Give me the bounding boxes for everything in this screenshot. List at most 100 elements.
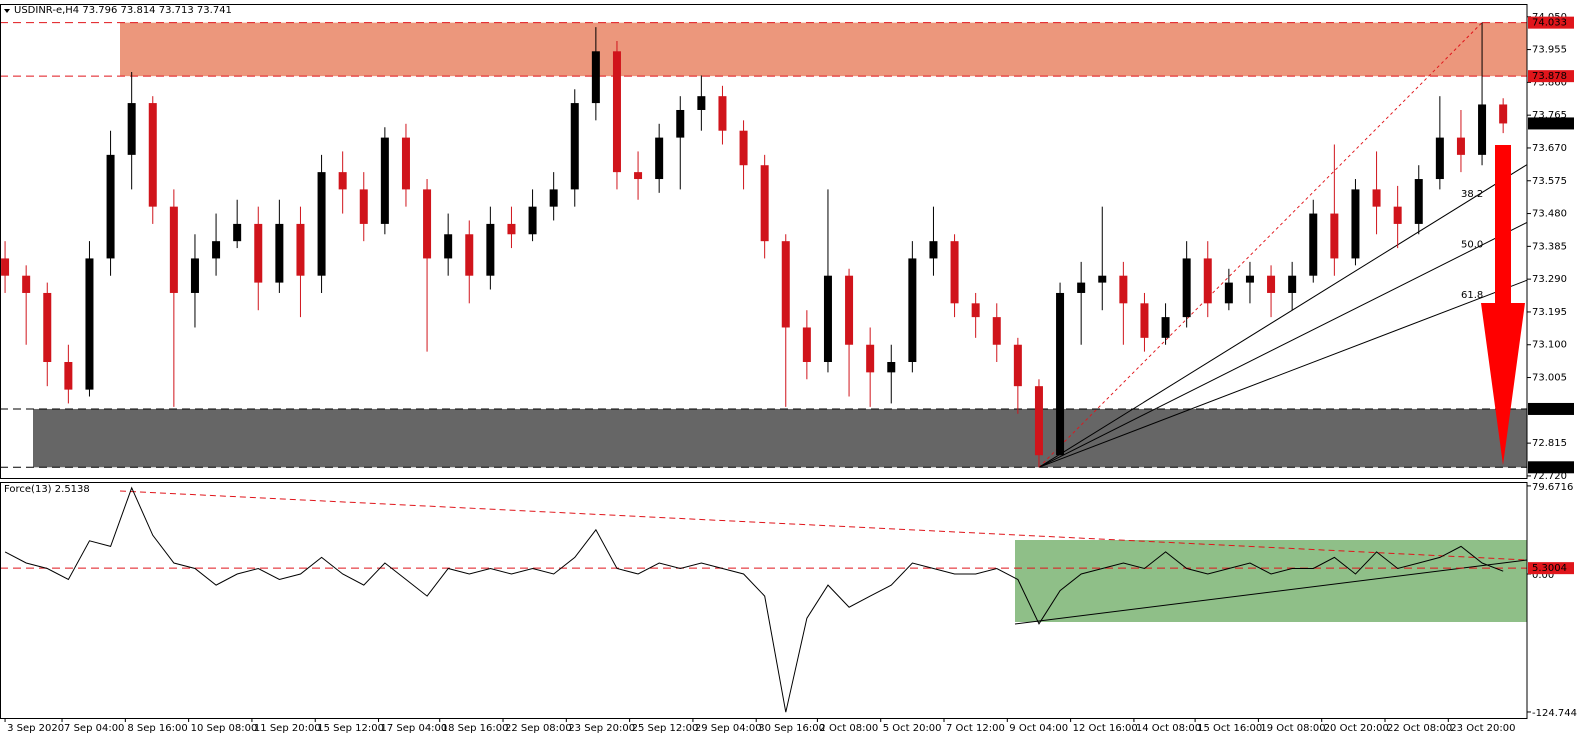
force-support-line: [1014, 559, 1528, 625]
indicator-value: 2.5138: [55, 484, 90, 495]
candle-body: [781, 241, 790, 328]
indicator-title: Force(13) 2.5138: [4, 484, 90, 495]
x-tick-label: 22 Sep 08:00: [505, 723, 572, 734]
candle-body: [1414, 179, 1423, 224]
candle-body: [1478, 104, 1487, 155]
open: 73.796: [82, 5, 117, 16]
last-price-label: 73.741: [1532, 118, 1567, 129]
title: USDINR-e,H4 73.796 73.814 73.713 73.741: [4, 5, 232, 16]
fib-fan-line: [1038, 164, 1528, 468]
candle-body: [22, 275, 31, 293]
candle-body: [1267, 275, 1276, 293]
candle-body: [971, 303, 980, 318]
chart-title: USDINR-e,H4 73.796 73.814 73.713 73.741: [14, 5, 232, 16]
candle-body: [528, 206, 537, 235]
fib-fan-line: [1038, 221, 1528, 468]
candle-body: [401, 137, 410, 190]
candle-body: [1, 258, 10, 276]
level-label-bg: [1528, 461, 1574, 474]
candle-body: [1309, 213, 1318, 276]
y-tick-label: 73.860: [1532, 77, 1567, 88]
candle-body: [423, 189, 432, 259]
force-y-tick-label: 79.6716: [1532, 482, 1573, 493]
candle-body: [1245, 275, 1254, 283]
candle-body: [1098, 275, 1107, 283]
candle-body: [549, 189, 558, 207]
y-tick-label: 73.670: [1532, 143, 1567, 154]
candle-body: [697, 96, 706, 110]
candle-body: [254, 223, 263, 283]
x-tick-label: 12 Oct 16:00: [1073, 723, 1138, 734]
low: 73.713: [159, 5, 194, 16]
candle-body: [507, 223, 516, 235]
force-frame: [0, 482, 1528, 719]
x-tick-label: 9 Oct 04:00: [1009, 723, 1068, 734]
candle-body: [908, 258, 917, 363]
candle-body: [275, 223, 284, 283]
candle-body: [1456, 137, 1465, 155]
down-arrow: [1481, 145, 1525, 465]
level-label: 72.745: [1532, 462, 1567, 473]
fib-fan-label: 38.2: [1461, 189, 1483, 200]
zone: [33, 408, 1527, 468]
candle-body: [85, 258, 94, 390]
candle-body: [1161, 317, 1170, 338]
candle-body: [296, 223, 305, 276]
candle-body: [1119, 275, 1128, 304]
candle-body: [1182, 258, 1191, 318]
force-line: [4, 486, 1504, 713]
candle-body: [359, 189, 368, 224]
x-tick-label: 30 Sep 16:00: [758, 723, 825, 734]
candle-body: [1351, 189, 1360, 259]
candle-body: [444, 234, 453, 259]
candle-body: [591, 51, 600, 104]
candle-body: [1288, 275, 1297, 293]
candle-body: [1330, 213, 1339, 259]
candle-body: [486, 223, 495, 276]
candle-body: [233, 223, 242, 242]
x-tick-label: 8 Sep 16:00: [127, 723, 187, 734]
y-tick-label: 73.955: [1532, 45, 1567, 56]
candle-body: [950, 241, 959, 304]
level-label-bg: [1528, 16, 1574, 29]
main-frame: [0, 4, 1528, 479]
y-tick-label: 73.765: [1532, 110, 1567, 121]
candle-body: [823, 275, 832, 363]
y-tick-label: 73.195: [1532, 307, 1567, 318]
candle-body: [1034, 386, 1043, 456]
x-tick-label: 29 Sep 04:00: [695, 723, 762, 734]
candle-body: [845, 275, 854, 345]
symbol: USDINR-e,H4: [14, 5, 79, 16]
y-tick-label: 73.575: [1532, 176, 1567, 187]
candle-body: [43, 292, 52, 363]
plot: 74.05073.95573.86073.76573.67073.57573.4…: [0, 12, 1577, 734]
candle-body: [866, 344, 875, 373]
fib-fan-base: [1038, 22, 1483, 468]
x-tick-label: 2 Oct 08:00: [819, 723, 878, 734]
y-tick-label: 72.720: [1532, 471, 1567, 482]
force-trendline: [119, 490, 1528, 561]
candle-body: [317, 172, 326, 276]
candle-body: [929, 241, 938, 259]
level-label-bg: [1528, 70, 1574, 83]
x-tick-label: 19 Oct 08:00: [1260, 723, 1325, 734]
force-channel-zone: [1015, 540, 1527, 622]
candle-body: [1203, 258, 1212, 304]
candle-body: [212, 241, 221, 259]
level-label-bg: [1528, 402, 1574, 415]
high: 73.814: [121, 5, 156, 16]
indicator-name: Force(13): [4, 484, 52, 495]
level-label: 72.914: [1532, 404, 1567, 415]
level-label: 73.878: [1532, 71, 1567, 82]
y-tick-label: 73.385: [1532, 241, 1567, 252]
candle-body: [148, 103, 157, 207]
candle-body: [1056, 292, 1065, 456]
fib-fan-line: [1038, 279, 1528, 468]
x-tick-label: 10 Sep 08:00: [191, 723, 258, 734]
candle-body: [992, 317, 1001, 345]
x-tick-label: 11 Sep 20:00: [254, 723, 321, 734]
candle-body: [338, 172, 347, 190]
level-label: 74.033: [1532, 18, 1567, 29]
x-tick-label: 20 Oct 20:00: [1324, 723, 1389, 734]
